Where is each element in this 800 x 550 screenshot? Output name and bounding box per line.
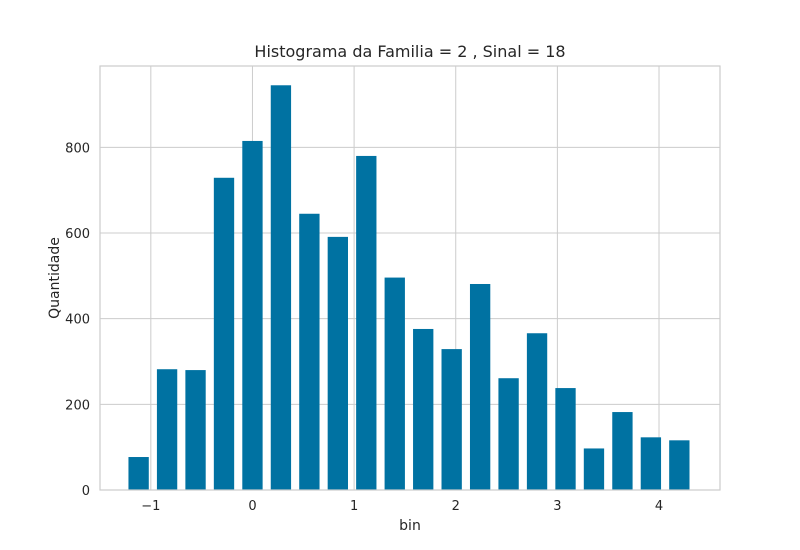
x-tick-labels: −1 0 1 2 3 4 — [141, 499, 663, 514]
bars — [128, 85, 690, 491]
histogram-bar — [469, 283, 491, 490]
histogram-bar — [498, 378, 519, 490]
y-tick-label: 0 — [82, 484, 90, 499]
histogram-bar — [413, 328, 434, 490]
histogram-bar — [270, 85, 292, 490]
histogram-bar — [583, 448, 605, 490]
histogram-bar — [156, 369, 178, 490]
histogram-bar — [356, 155, 377, 490]
x-tick-label: 0 — [248, 499, 256, 514]
x-tick-label: 1 — [350, 499, 358, 514]
y-tick-label: 200 — [65, 398, 90, 413]
histogram-bar — [327, 236, 348, 490]
histogram-bar — [669, 440, 690, 490]
histogram-bar — [213, 177, 235, 491]
y-axis-label: Quantidade — [47, 237, 63, 319]
x-tick-label: 4 — [655, 499, 663, 514]
y-tick-label: 400 — [65, 313, 90, 328]
histogram-bar — [384, 277, 405, 490]
histogram-bar — [185, 370, 206, 490]
histogram-bar — [128, 457, 149, 490]
plot-frame — [99, 65, 721, 491]
histogram-bar — [526, 333, 548, 490]
histogram-bar — [441, 349, 462, 490]
x-tick-label: −1 — [141, 499, 160, 514]
histogram-bar — [242, 140, 263, 490]
y-tick-label: 600 — [65, 227, 90, 242]
y-tick-labels: 0 200 400 600 800 — [65, 141, 90, 499]
x-axis-label: bin — [399, 518, 421, 534]
x-tick-label: 2 — [452, 499, 460, 514]
chart-title: Histograma da Familia = 2 , Sinal = 18 — [254, 42, 565, 61]
histogram-bar — [612, 412, 633, 490]
x-tick-label: 3 — [553, 499, 561, 514]
histogram-bar — [299, 213, 320, 490]
histogram-bar — [640, 437, 662, 490]
y-tick-label: 800 — [65, 141, 90, 156]
histogram-bar — [555, 388, 576, 490]
